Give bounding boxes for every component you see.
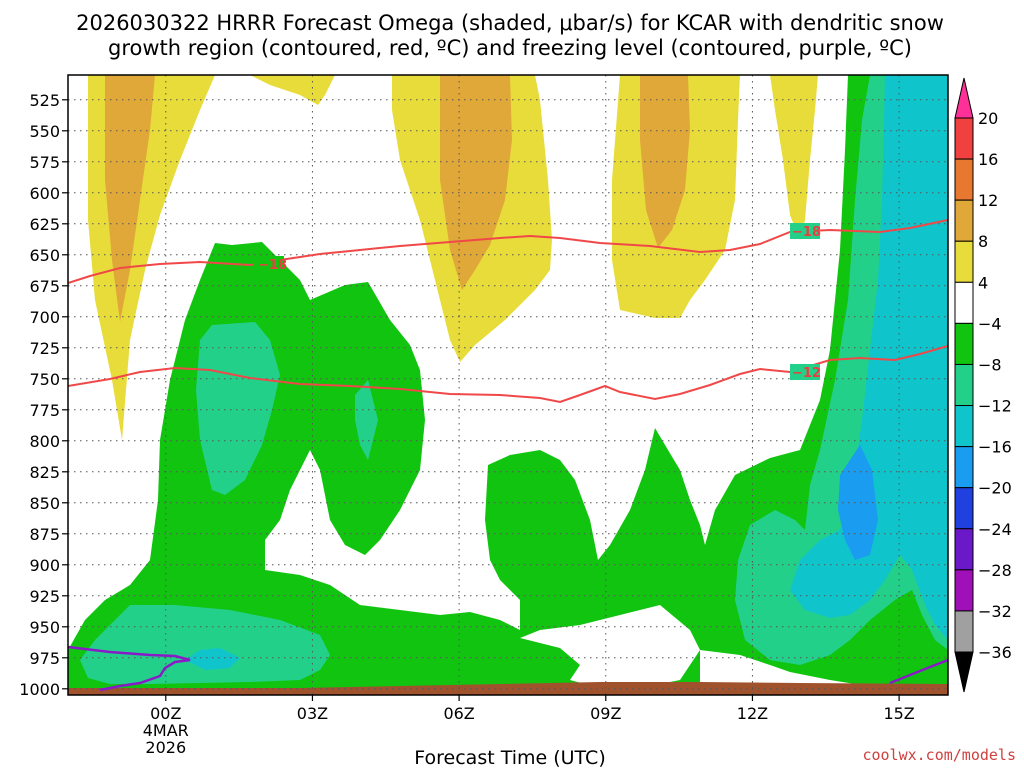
colorbar-segment — [954, 281, 974, 324]
y-tick-label: 550 — [29, 122, 60, 141]
x-tick-label: 09Z — [590, 704, 621, 723]
colorbar-label: −8 — [978, 355, 1002, 374]
omega-gap-white-bottom-center — [520, 605, 700, 688]
omega-core-orange-right — [640, 75, 690, 248]
contour-label-bg-3 — [790, 364, 820, 380]
colorbar-label: −28 — [978, 561, 1012, 580]
colorbar-segment — [954, 322, 974, 365]
colorbar-segment — [954, 569, 974, 612]
colorbar-segment — [954, 117, 974, 160]
contour-label-minus18-right: −18 — [792, 225, 821, 240]
colorbar-label: −36 — [978, 643, 1012, 662]
omega-band-green-lower — [68, 75, 948, 690]
plot-border — [67, 74, 949, 696]
y-tick-label: 875 — [29, 525, 60, 544]
y-tick-label: 750 — [29, 370, 60, 389]
chart-title-line-2: growth region (contoured, red, ºC) and f… — [108, 36, 912, 60]
omega-band-teal-left — [196, 322, 280, 495]
colorbar-segment — [954, 405, 974, 448]
contour-label-minus18-left: −18 — [258, 258, 287, 273]
y-tick-label: 900 — [29, 556, 60, 575]
y-tick-label: 825 — [29, 463, 60, 482]
colorbar-label: −20 — [978, 479, 1012, 498]
y-tick-label: 650 — [29, 246, 60, 265]
colorbar-top-arrow — [954, 77, 974, 119]
y-tick-label: 725 — [29, 339, 60, 358]
x-tick-sublabel-date: 4MAR — [143, 721, 189, 740]
y-tick-label: 1000 — [19, 680, 60, 699]
y-tick-label: 975 — [29, 649, 60, 668]
freezing-level-contour-right — [889, 658, 948, 685]
colorbar-bottom-arrow — [954, 651, 974, 693]
colorbar-label: −4 — [978, 314, 1002, 333]
freezing-level-contour-left — [68, 645, 191, 692]
colorbar-label: 4 — [978, 273, 988, 292]
colorbar-segment — [954, 240, 974, 283]
colorbar-label: −24 — [978, 520, 1012, 539]
colorbar-label: 12 — [978, 191, 998, 210]
contour-label-minus12: −12 — [792, 366, 821, 381]
y-tick-label: 950 — [29, 618, 60, 637]
y-tick-label: 775 — [29, 401, 60, 420]
y-tick-label: 625 — [29, 215, 60, 234]
omega-band-yellow-upper-mid — [250, 75, 335, 105]
colorbar-segment — [954, 487, 974, 530]
x-tick-label: 12Z — [737, 704, 768, 723]
colorbar-label: 16 — [978, 150, 998, 169]
x-tick-label: 00Z — [150, 704, 181, 723]
omega-band-blue-right — [838, 445, 878, 560]
x-axis-label: Forecast Time (UTC) — [414, 747, 605, 768]
omega-band-cyan-right — [790, 75, 948, 640]
colorbar-segment — [954, 446, 974, 489]
y-axis: 525 550 575 600 625 650 675 700 725 750 775 800 825 8… — [19, 91, 68, 699]
y-tick-label: 700 — [29, 308, 60, 327]
colorbar-label: 20 — [978, 109, 998, 128]
colorbar-segment — [954, 199, 974, 242]
y-tick-label: 525 — [29, 91, 60, 110]
colorbar-label: −12 — [978, 397, 1012, 416]
colorbar-segment — [954, 158, 974, 201]
contour-label-bg-2 — [790, 223, 820, 239]
omega-band-cyan-bottom-left — [185, 648, 240, 670]
plot-area: −18 −18 −12 — [68, 75, 948, 695]
x-tick-label: 03Z — [297, 704, 328, 723]
colorbar-segment — [954, 363, 974, 407]
colorbar-label: −16 — [978, 438, 1012, 457]
colorbar-label: 8 — [978, 232, 988, 251]
terrain-strip — [68, 682, 948, 695]
y-tick-label: 675 — [29, 277, 60, 296]
colorbar-label: −32 — [978, 602, 1012, 621]
y-tick-label: 800 — [29, 432, 60, 451]
colorbar-segment — [954, 528, 974, 571]
colorbar: 20 16 12 8 4 −4 −8 −12 −16 −20 −24 −28 −32 −36 — [954, 77, 1012, 693]
contour-label-bg-1 — [254, 256, 284, 272]
y-tick-label: 575 — [29, 153, 60, 172]
colorbar-segment — [954, 610, 974, 653]
omega-band-teal-bottom-left — [80, 605, 330, 684]
y-tick-label: 850 — [29, 494, 60, 513]
omega-band-yellow-far-right — [770, 75, 818, 240]
omega-core-orange-center — [440, 75, 512, 290]
gridlines — [68, 75, 948, 695]
omega-band-teal-center — [355, 380, 378, 460]
x-tick-sublabel-year: 2026 — [145, 738, 186, 757]
x-tick-label: 15Z — [883, 704, 914, 723]
x-tick-label: 06Z — [443, 704, 474, 723]
omega-core-orange-left — [105, 75, 155, 322]
credit-text: coolwx.com/models — [862, 746, 1016, 764]
y-tick-label: 925 — [29, 587, 60, 606]
y-tick-label: 600 — [29, 184, 60, 203]
chart-title-line-1: 2026030322 HRRR Forecast Omega (shaded, … — [76, 11, 944, 35]
